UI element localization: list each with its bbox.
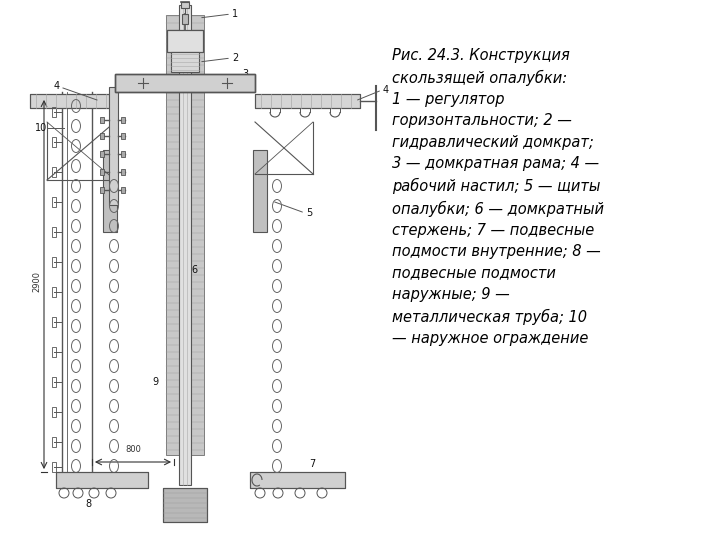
Text: 1: 1 [232, 9, 238, 19]
Bar [52, 437, 56, 447]
Bar [52, 317, 56, 327]
Bar [52, 227, 56, 237]
Bar [166, 15, 204, 455]
Bar [163, 488, 207, 522]
Bar [52, 377, 56, 387]
Bar [52, 197, 56, 207]
Bar [121, 169, 125, 175]
Bar [121, 187, 125, 193]
Bar [167, 30, 203, 52]
Bar [121, 117, 125, 123]
Text: 7: 7 [309, 459, 315, 469]
Bar [250, 472, 345, 488]
Bar [255, 94, 360, 108]
Bar [115, 74, 255, 92]
Text: 4: 4 [54, 81, 60, 91]
Bar [52, 107, 56, 117]
Text: 2900: 2900 [32, 272, 41, 293]
Bar [30, 94, 115, 108]
Bar [167, 30, 203, 52]
Bar [30, 94, 115, 108]
Text: 800: 800 [125, 445, 141, 454]
Text: 2: 2 [232, 53, 238, 63]
Bar [56, 472, 148, 488]
Bar [100, 169, 104, 175]
Bar [181, 2, 189, 8]
Bar [52, 167, 56, 177]
Bar [56, 472, 148, 488]
Bar [179, 5, 191, 485]
Text: 8: 8 [85, 499, 91, 509]
Bar [52, 287, 56, 297]
Bar [100, 151, 104, 157]
Bar [52, 257, 56, 267]
Bar [171, 52, 199, 72]
Bar [109, 87, 118, 205]
Bar [255, 94, 360, 108]
Text: 10: 10 [35, 123, 47, 133]
Bar [100, 117, 104, 123]
Bar [121, 133, 125, 139]
Bar [103, 150, 117, 232]
Text: Рис. 24.3. Конструкция
скользящей опалубки:
1 — регулятор
горизонтальности; 2 —
: Рис. 24.3. Конструкция скользящей опалуб… [392, 48, 604, 346]
Text: 9: 9 [152, 377, 158, 387]
Bar [121, 151, 125, 157]
Bar [115, 74, 255, 92]
Bar [163, 488, 207, 522]
Text: 5: 5 [306, 208, 312, 218]
Text: 3: 3 [242, 69, 248, 79]
Bar [182, 14, 188, 24]
Text: 6: 6 [191, 265, 197, 275]
Bar [100, 187, 104, 193]
Bar [52, 347, 56, 357]
Bar [253, 150, 267, 232]
Bar [250, 472, 345, 488]
Bar [52, 462, 56, 472]
Text: 4: 4 [383, 85, 389, 95]
Bar [52, 137, 56, 147]
Bar [52, 407, 56, 417]
Bar [100, 133, 104, 139]
